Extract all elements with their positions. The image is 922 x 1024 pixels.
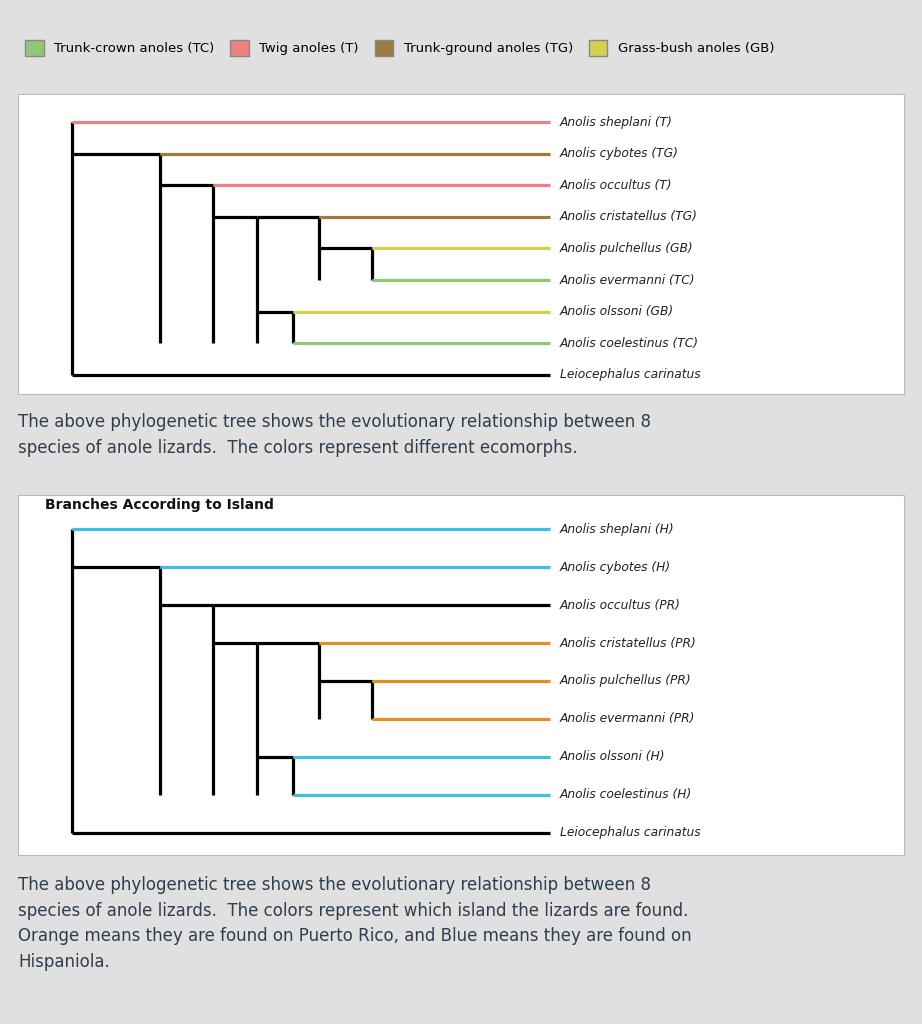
Text: Anolis cybotes (H): Anolis cybotes (H) bbox=[561, 561, 671, 573]
Text: The above phylogenetic tree shows the evolutionary relationship between 8
specie: The above phylogenetic tree shows the ev… bbox=[18, 877, 692, 971]
Text: Anolis evermanni (PR): Anolis evermanni (PR) bbox=[561, 713, 695, 725]
Text: Anolis olssoni (H): Anolis olssoni (H) bbox=[561, 751, 666, 763]
Text: Anolis olssoni (GB): Anolis olssoni (GB) bbox=[561, 305, 674, 318]
Text: The above phylogenetic tree shows the evolutionary relationship between 8
specie: The above phylogenetic tree shows the ev… bbox=[18, 414, 652, 457]
Text: Anolis coelestinus (H): Anolis coelestinus (H) bbox=[561, 788, 692, 801]
Text: Anolis occultus (PR): Anolis occultus (PR) bbox=[561, 599, 681, 611]
Text: Anolis coelestinus (TC): Anolis coelestinus (TC) bbox=[561, 337, 699, 350]
Text: Branches According to Island: Branches According to Island bbox=[45, 499, 274, 512]
Text: Anolis sheplani (H): Anolis sheplani (H) bbox=[561, 523, 675, 536]
Legend: Trunk-crown anoles (TC), Twig anoles (T), Trunk-ground anoles (TG), Grass-bush a: Trunk-crown anoles (TC), Twig anoles (T)… bbox=[25, 40, 774, 55]
Text: Leiocephalus carinatus: Leiocephalus carinatus bbox=[561, 369, 701, 381]
Text: Anolis pulchellus (PR): Anolis pulchellus (PR) bbox=[561, 675, 692, 687]
Text: Anolis cristatellus (PR): Anolis cristatellus (PR) bbox=[561, 637, 697, 649]
Text: Anolis pulchellus (GB): Anolis pulchellus (GB) bbox=[561, 242, 693, 255]
Text: Anolis occultus (T): Anolis occultus (T) bbox=[561, 179, 673, 191]
Text: Anolis cristatellus (TG): Anolis cristatellus (TG) bbox=[561, 210, 698, 223]
Text: Anolis sheplani (T): Anolis sheplani (T) bbox=[561, 116, 673, 129]
Text: Anolis cybotes (TG): Anolis cybotes (TG) bbox=[561, 147, 679, 160]
Text: Anolis evermanni (TC): Anolis evermanni (TC) bbox=[561, 273, 695, 287]
Text: Leiocephalus carinatus: Leiocephalus carinatus bbox=[561, 826, 701, 839]
